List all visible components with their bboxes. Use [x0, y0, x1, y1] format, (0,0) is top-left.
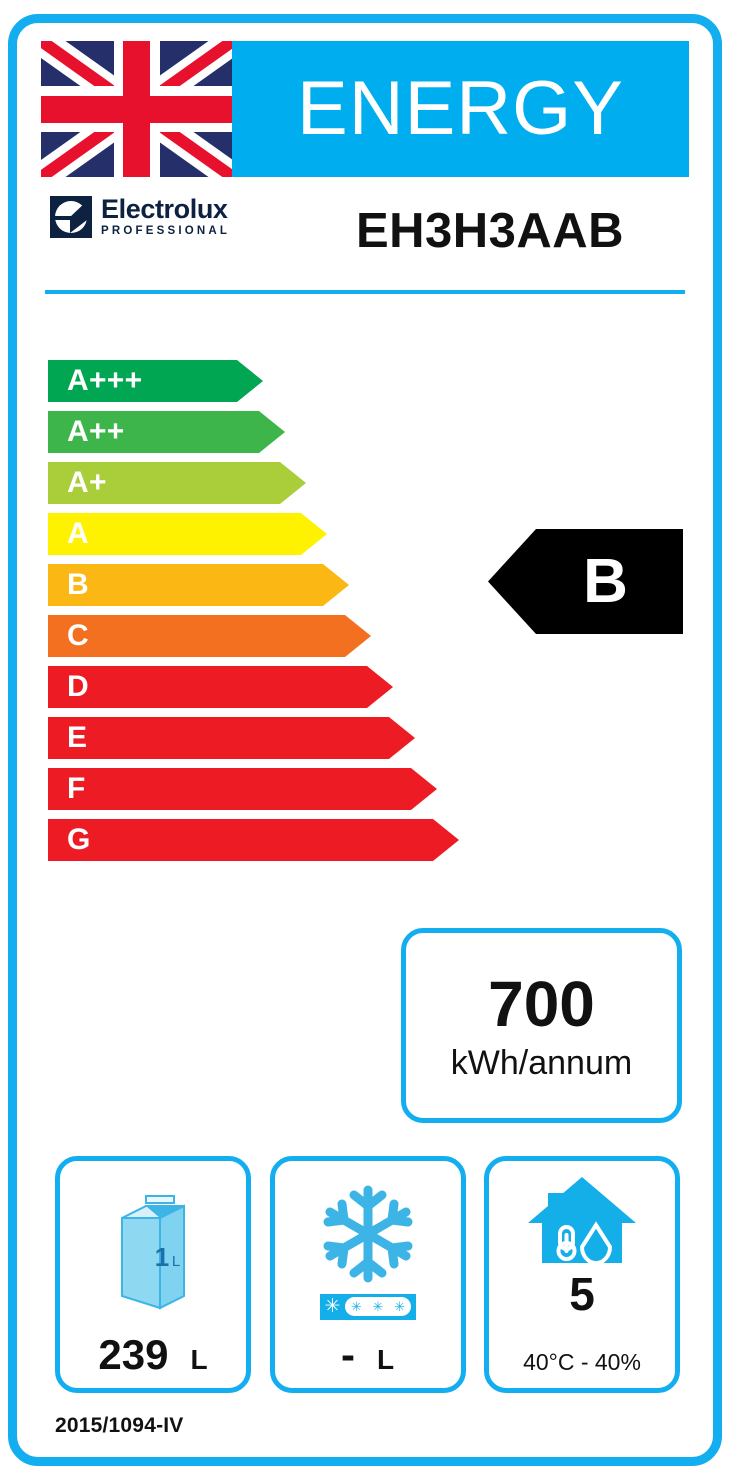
electrolux-professional-logo: Electrolux PROFESSIONAL — [50, 196, 230, 238]
star-badge-star: ✳ — [372, 1299, 384, 1314]
energy-class-bar-body — [48, 360, 263, 402]
energy-banner: ENERGY — [232, 41, 689, 177]
four-star-rating-icon: ✳ ✳ ✳ ✳ — [319, 1293, 416, 1320]
consumption-box: 700 kWh/annum — [401, 928, 682, 1123]
regulation-reference: 2015/1094-IV — [55, 1414, 184, 1437]
energy-class-bar: A++ — [48, 411, 448, 453]
electrolux-mark-icon — [50, 196, 92, 238]
consumption-unit: kWh/annum — [450, 1043, 633, 1082]
energy-class-bar-body — [48, 513, 327, 555]
fresh-volume-value: 239 — [98, 1331, 169, 1378]
energy-class-bar: G — [48, 819, 448, 861]
logo-brand-name: Electrolux — [101, 194, 228, 225]
header-divider — [45, 290, 685, 294]
label-header: ENERGY — [41, 41, 689, 177]
energy-class-bar-body — [48, 564, 349, 606]
fresh-volume-box: 1 L 239 L — [55, 1156, 251, 1393]
energy-class-bar-body — [48, 717, 415, 759]
energy-class-bar: A+++ — [48, 360, 448, 402]
rating-arrow: B — [488, 529, 683, 634]
fresh-volume-unit: L — [190, 1344, 208, 1375]
energy-class-bar-body — [48, 768, 437, 810]
freezer-volume-value: - — [340, 1331, 355, 1378]
logo-brand-sub: PROFESSIONAL — [101, 225, 231, 238]
energy-class-bar-label: E — [67, 721, 88, 754]
freezer-volume-unit: L — [376, 1344, 395, 1375]
milk-carton-icon: 1 L — [121, 1194, 185, 1310]
energy-class-bar: B — [48, 564, 448, 606]
star-badge-star: ✳ — [394, 1299, 406, 1314]
energy-class-scale: A+++ A++ A+ A B C D E F G — [48, 360, 448, 870]
energy-class-bar-label: A++ — [67, 415, 125, 448]
climate-conditions: 40°C - 40% — [523, 1349, 641, 1375]
climate-class-value: 5 — [569, 1268, 595, 1320]
energy-class-bar: C — [48, 615, 448, 657]
energy-class-bar-body — [48, 666, 393, 708]
energy-class-bar-label: A+++ — [67, 364, 143, 397]
house-thermometer-humidity-icon — [528, 1177, 636, 1265]
snowflake-icon — [323, 1185, 412, 1282]
energy-class-bar-label: B — [67, 568, 89, 601]
energy-banner-text: ENERGY — [297, 66, 624, 151]
svg-text:1: 1 — [155, 1242, 169, 1272]
energy-class-bar-body — [48, 462, 306, 504]
rating-arrow-value: B — [583, 546, 628, 616]
energy-class-bar: A+ — [48, 462, 448, 504]
energy-class-bar: A — [48, 513, 448, 555]
climate-box: 5 40°C - 40% — [484, 1156, 680, 1393]
consumption-value: 700 — [488, 967, 595, 1040]
freezer-volume-box: ✳ ✳ ✳ ✳ - L — [269, 1156, 466, 1393]
energy-class-bar-body — [48, 615, 371, 657]
energy-class-bar-body — [48, 819, 459, 861]
energy-class-bar-label: C — [67, 619, 89, 652]
energy-class-bar-label: D — [67, 670, 89, 703]
energy-class-bar-label: G — [67, 823, 91, 856]
star-badge-star: ✳ — [350, 1299, 362, 1314]
pictogram-row: 1 L 239 L — [55, 1156, 680, 1393]
energy-class-bar-label: A+ — [67, 466, 107, 499]
model-name: EH3H3AAB — [355, 204, 625, 258]
energy-class-bar: E — [48, 717, 448, 759]
energy-class-bar: F — [48, 768, 448, 810]
brand-row: Electrolux PROFESSIONAL EH3H3AAB — [41, 190, 689, 272]
svg-text:L: L — [172, 1253, 180, 1270]
energy-class-bar: D — [48, 666, 448, 708]
union-jack-flag-icon — [41, 41, 232, 177]
energy-class-bar-label: A — [67, 517, 89, 550]
star-badge-main-star: ✳ — [324, 1296, 341, 1317]
energy-class-bar-label: F — [67, 772, 86, 805]
energy-class-bar-body — [48, 411, 285, 453]
